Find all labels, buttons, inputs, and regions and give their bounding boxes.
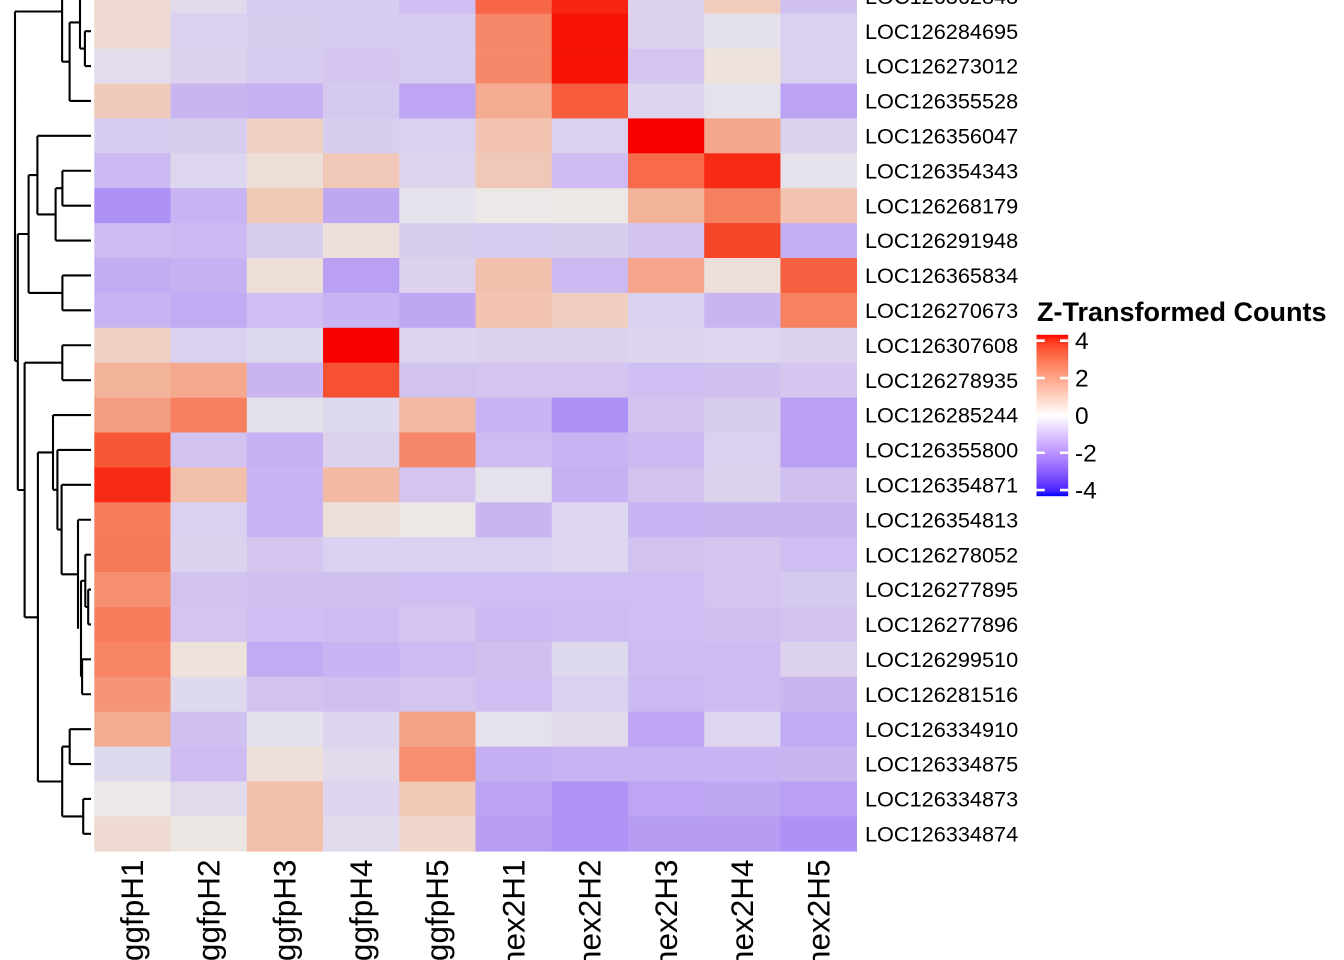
svg-text:LOC126307608: LOC126307608 [865, 333, 1018, 358]
svg-text:LOC126278935: LOC126278935 [865, 368, 1018, 393]
svg-text:LOC126284695: LOC126284695 [865, 19, 1018, 44]
svg-text:LOC126278052: LOC126278052 [865, 542, 1018, 567]
svg-text:nex2H5: nex2H5 [800, 860, 836, 960]
svg-text:nex2H4: nex2H4 [724, 860, 760, 960]
svg-text:LOC126365834: LOC126365834 [865, 263, 1018, 288]
svg-text:LOC126270673: LOC126270673 [865, 298, 1018, 323]
svg-text:LOC126356047: LOC126356047 [865, 123, 1018, 148]
svg-text:nex2H3: nex2H3 [648, 860, 684, 960]
svg-text:LOC126354871: LOC126354871 [865, 472, 1018, 497]
svg-text:ggfpH1: ggfpH1 [114, 860, 150, 960]
svg-text:LOC126334873: LOC126334873 [865, 787, 1018, 812]
svg-text:LOC126268179: LOC126268179 [865, 193, 1018, 218]
svg-text:LOC126334910: LOC126334910 [865, 717, 1018, 742]
svg-text:LOC126291948: LOC126291948 [865, 228, 1018, 253]
svg-text:ggfpH5: ggfpH5 [419, 860, 455, 960]
svg-text:LOC126362843: LOC126362843 [865, 0, 1018, 9]
svg-text:-4: -4 [1075, 478, 1097, 505]
svg-text:LOC126281516: LOC126281516 [865, 682, 1018, 707]
svg-text:4: 4 [1075, 328, 1089, 355]
svg-text:LOC126334874: LOC126334874 [865, 821, 1018, 846]
svg-text:ggfpH4: ggfpH4 [343, 860, 379, 960]
svg-text:LOC126355528: LOC126355528 [865, 89, 1018, 114]
svg-text:LOC126277895: LOC126277895 [865, 577, 1018, 602]
svg-text:LOC126299510: LOC126299510 [865, 647, 1018, 672]
svg-text:nex2H2: nex2H2 [572, 860, 608, 960]
svg-text:0: 0 [1075, 403, 1089, 430]
svg-text:LOC126354813: LOC126354813 [865, 507, 1018, 532]
svg-text:-2: -2 [1075, 440, 1097, 467]
svg-text:LOC126285244: LOC126285244 [865, 403, 1018, 428]
svg-text:LOC126273012: LOC126273012 [865, 54, 1018, 79]
svg-text:2: 2 [1075, 366, 1089, 393]
svg-text:LOC126355800: LOC126355800 [865, 438, 1018, 463]
svg-text:nex2H1: nex2H1 [495, 860, 531, 960]
svg-text:ggfpH3: ggfpH3 [267, 860, 303, 960]
svg-text:Z-Transformed Counts: Z-Transformed Counts [1037, 297, 1327, 327]
svg-text:LOC126354343: LOC126354343 [865, 158, 1018, 183]
svg-text:LOC126334875: LOC126334875 [865, 752, 1018, 777]
svg-text:ggfpH2: ggfpH2 [190, 860, 226, 960]
svg-text:LOC126277896: LOC126277896 [865, 612, 1018, 637]
